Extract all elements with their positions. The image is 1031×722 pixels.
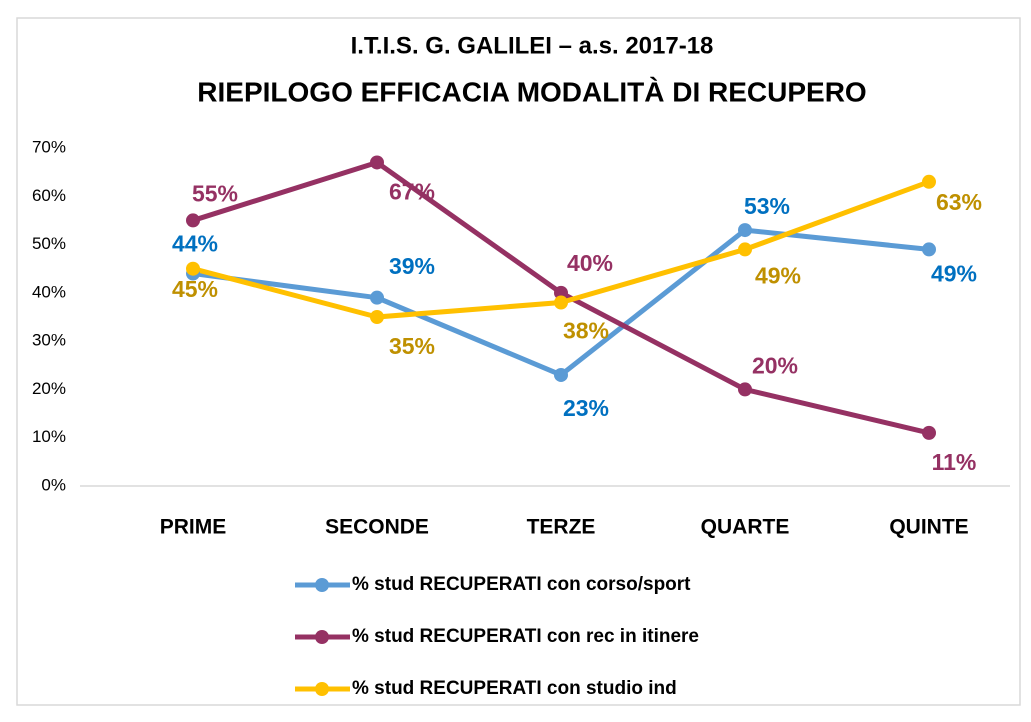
point [922,174,936,189]
x-tick-label: PRIME [160,516,227,539]
data-label: 55% [192,181,238,207]
point [370,310,384,324]
legend-marker [315,630,329,644]
data-label: 49% [755,262,801,288]
point [738,382,752,397]
y-tick-label: 70% [32,137,66,156]
point [738,223,752,238]
data-label: 11% [932,449,977,475]
legend-label: % stud RECUPERATI con studio ind [352,678,677,699]
y-tick-label: 30% [32,331,66,350]
data-label: 23% [563,395,609,421]
point [370,155,384,170]
data-label: 63% [936,189,982,215]
x-tick-label: TERZE [527,516,596,539]
data-label: 38% [563,318,609,344]
point [186,261,200,276]
data-label: 20% [752,353,798,379]
data-label: 67% [389,179,435,205]
y-tick-label: 0% [41,475,66,494]
data-label: 35% [389,333,435,359]
chart-subtitle: RIEPILOGO EFFICACIA MODALITÀ DI RECUPERO [197,76,866,107]
chart-frame [16,17,1021,706]
legend-marker [315,578,329,592]
y-tick-label: 50% [32,234,66,253]
legend-label: % stud RECUPERATI con corso/sport [352,574,691,595]
legend-marker [315,682,329,696]
chart-title: I.T.I.S. G. GALILEI – a.s. 2017-18 [351,32,714,59]
point [554,295,568,310]
point [922,425,936,440]
point [554,367,568,382]
y-tick-label: 20% [32,379,66,398]
y-tick-label: 60% [32,186,66,205]
data-label: 53% [744,193,790,219]
data-label: 45% [172,276,218,302]
x-tick-label: SECONDE [325,516,429,539]
point [922,242,936,257]
point [738,242,752,257]
y-tick-label: 10% [32,427,66,446]
data-label: 40% [567,250,613,276]
data-label: 39% [389,253,435,279]
data-label: 44% [172,231,218,257]
legend-label: % stud RECUPERATI con rec in itinere [352,626,699,647]
x-tick-label: QUINTE [889,516,968,539]
x-tick-label: QUARTE [701,516,790,539]
point [370,290,384,305]
data-label: 49% [931,260,977,286]
y-tick-label: 40% [32,282,66,301]
point [554,285,568,300]
point [186,213,200,228]
